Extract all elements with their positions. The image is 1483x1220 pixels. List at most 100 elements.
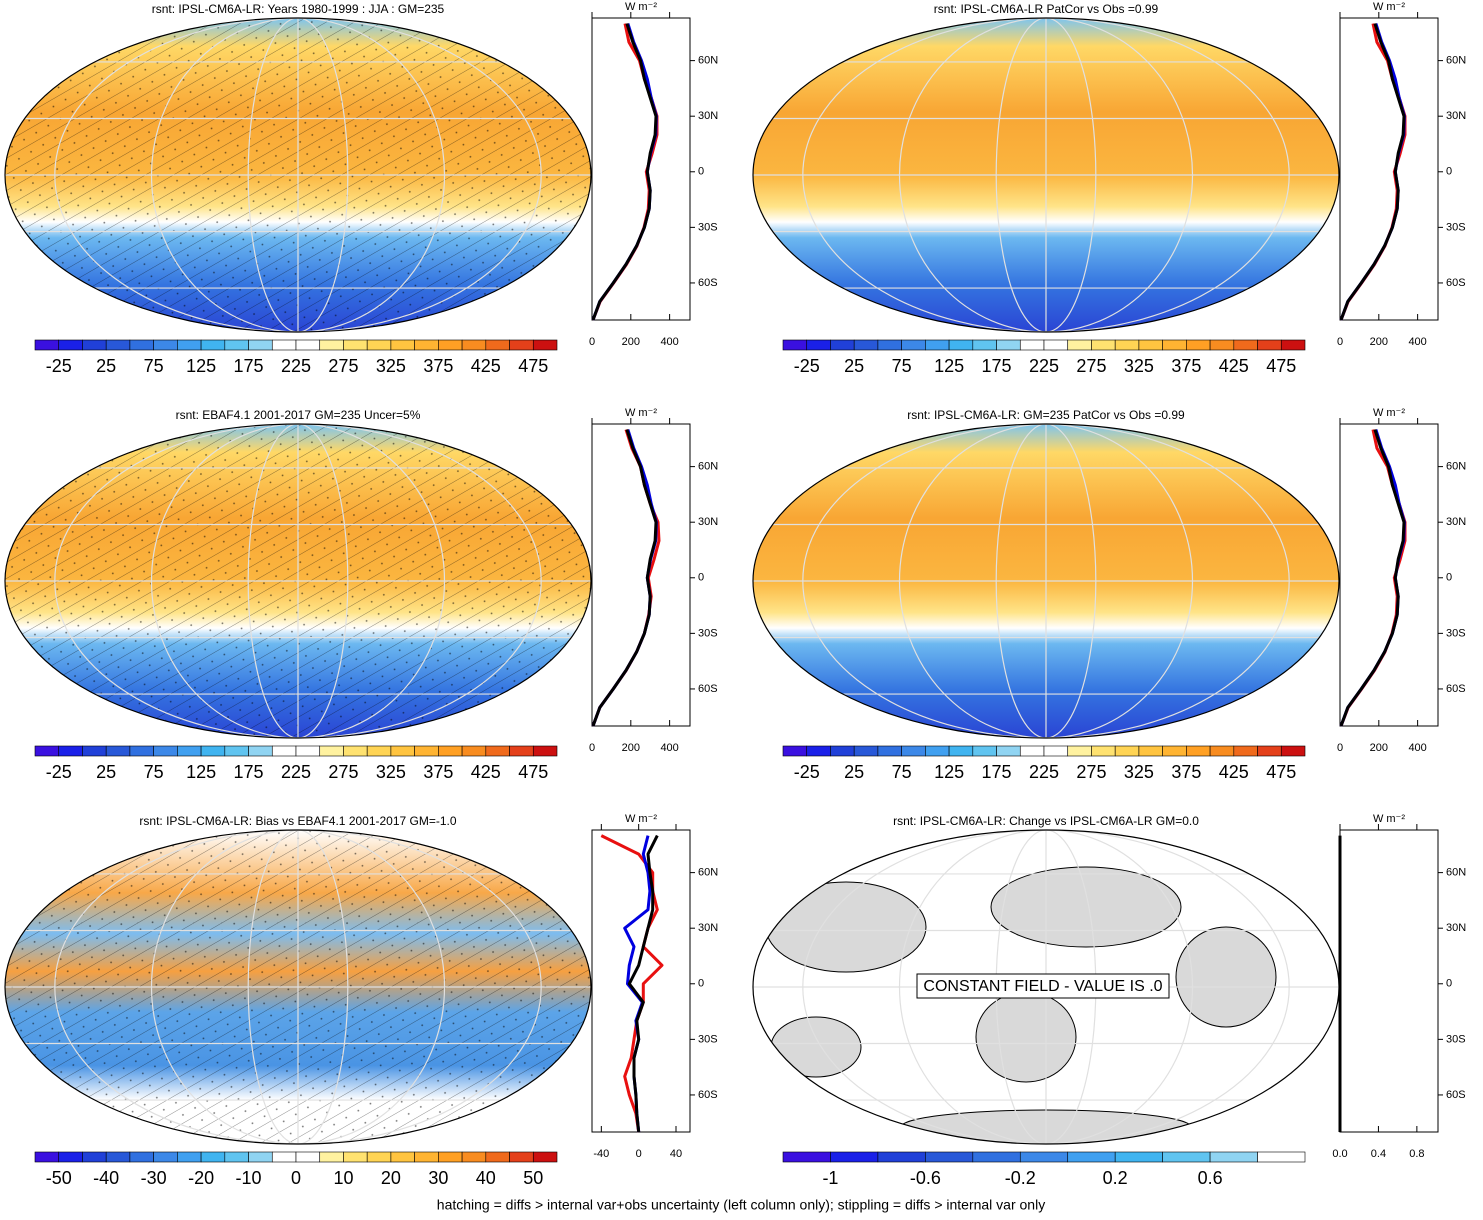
colorbar-label: 25 xyxy=(844,762,864,782)
land xyxy=(990,866,1182,948)
map-border xyxy=(4,423,592,739)
colorbar-cell xyxy=(34,339,60,351)
colorbar-label: 325 xyxy=(376,356,406,376)
colorbar-cell xyxy=(1162,745,1187,757)
colorbar-cell xyxy=(1186,745,1211,757)
colorbar-label: -25 xyxy=(794,762,820,782)
map-border xyxy=(4,829,592,1145)
colorbar-cell xyxy=(414,339,439,351)
colorbar-cell xyxy=(390,745,415,757)
x-tick-label: 40 xyxy=(670,1148,682,1160)
profile-line xyxy=(591,23,658,321)
colorbar-label: 475 xyxy=(1266,356,1296,376)
colorbar-label: -25 xyxy=(46,356,72,376)
colorbar-label: 425 xyxy=(1219,762,1249,782)
colorbar-cell xyxy=(34,1151,60,1163)
colorbar-label: 225 xyxy=(1029,356,1059,376)
profile-unit: W m⁻² xyxy=(1373,407,1405,419)
colorbar-cell xyxy=(1257,339,1282,351)
x-tick-label: 0 xyxy=(1337,742,1343,754)
profile-frame xyxy=(1339,829,1439,1133)
colorbar-cell xyxy=(105,745,131,757)
colorbar-cell xyxy=(1067,1151,1116,1163)
y-tick-label: 30N xyxy=(698,516,718,528)
colorbar-cell xyxy=(58,1151,83,1163)
colorbar-cell xyxy=(438,339,463,351)
colorbar-label: 375 xyxy=(1171,356,1201,376)
profile-frame xyxy=(1339,17,1439,321)
colorbar-cell xyxy=(105,1151,131,1163)
colorbar-cell xyxy=(248,1151,273,1163)
colorbar-cell xyxy=(343,745,368,757)
map xyxy=(5,830,591,1144)
colorbar-cell xyxy=(58,745,83,757)
x-tick-label: 0 xyxy=(589,336,595,348)
colorbar-cell xyxy=(509,1151,534,1163)
colorbar-label: 275 xyxy=(1076,762,1106,782)
colorbar-cell xyxy=(153,1151,178,1163)
y-tick-label: 0 xyxy=(698,978,704,990)
colorbar-label: 175 xyxy=(234,356,264,376)
colorbar-label: 0 xyxy=(291,1168,301,1188)
colorbar-label: 225 xyxy=(281,762,311,782)
colorbar-cell xyxy=(509,745,534,757)
map-border xyxy=(752,423,1340,739)
profile-line xyxy=(591,429,658,727)
colorbar-cell xyxy=(177,1151,202,1163)
colorbar-label: -1 xyxy=(822,1168,838,1188)
y-tick-label: 60N xyxy=(1446,461,1466,473)
map xyxy=(5,424,591,738)
land xyxy=(975,991,1077,1083)
y-tick-label: 60N xyxy=(1446,867,1466,879)
colorbar-cell xyxy=(925,339,950,351)
colorbar-cell xyxy=(1043,339,1069,351)
y-tick-label: 0 xyxy=(698,572,704,584)
colorbar-cell xyxy=(248,745,273,757)
colorbar-cell xyxy=(877,339,902,351)
y-tick-label: 60S xyxy=(698,277,718,289)
colorbar-cell xyxy=(82,745,107,757)
colorbar-label: 275 xyxy=(1076,356,1106,376)
colorbar-cell xyxy=(1114,1151,1163,1163)
y-tick-label: 30S xyxy=(698,221,718,233)
colorbar-label: 10 xyxy=(333,1168,353,1188)
colorbar-cell xyxy=(877,745,902,757)
colorbar-cell xyxy=(271,1151,297,1163)
x-tick-label: 400 xyxy=(660,742,678,754)
colorbar-cell xyxy=(224,745,249,757)
colorbar-cell xyxy=(319,1151,344,1163)
colorbar-cell xyxy=(343,339,368,351)
colorbar-cell xyxy=(485,339,510,351)
colorbar-cell xyxy=(1114,745,1140,757)
colorbar-cell xyxy=(830,1151,879,1163)
x-tick-label: 200 xyxy=(1370,336,1388,348)
colorbar-label: 425 xyxy=(471,356,501,376)
colorbar-cell xyxy=(1067,339,1092,351)
colorbar-label: 25 xyxy=(96,762,116,782)
colorbar-cell xyxy=(806,339,831,351)
y-tick-label: 30S xyxy=(698,627,718,639)
colorbar-label: -0.6 xyxy=(910,1168,941,1188)
colorbar-cell xyxy=(1138,339,1163,351)
colorbar-label: 225 xyxy=(281,356,311,376)
panel-title: rsnt: IPSL-CM6A-LR: Bias vs EBAF4.1 2001… xyxy=(139,814,456,828)
colorbar-cell xyxy=(925,1151,974,1163)
panel-title: rsnt: EBAF4.1 2001-2017 GM=235 Uncer=5% xyxy=(176,408,421,422)
colorbar-cell xyxy=(830,745,855,757)
y-tick-label: 30S xyxy=(1446,221,1466,233)
colorbar-label: 375 xyxy=(1171,762,1201,782)
colorbar-cell xyxy=(1186,339,1211,351)
y-tick-label: 60S xyxy=(1446,277,1466,289)
x-tick-label: 0.4 xyxy=(1371,1148,1386,1160)
colorbar-label: 50 xyxy=(523,1168,543,1188)
colorbar-cell xyxy=(1233,339,1258,351)
colorbar-cell xyxy=(925,745,950,757)
profile-unit: W m⁻² xyxy=(625,407,657,419)
profile-unit: W m⁻² xyxy=(1373,813,1405,825)
colorbar-label: -20 xyxy=(188,1168,214,1188)
footnote: hatching = diffs > internal var+obs unce… xyxy=(437,1197,1045,1213)
panel-title: rsnt: IPSL-CM6A-LR PatCor vs Obs =0.99 xyxy=(934,2,1159,16)
colorbar-label: 375 xyxy=(423,762,453,782)
colorbar-label: 0.6 xyxy=(1198,1168,1223,1188)
